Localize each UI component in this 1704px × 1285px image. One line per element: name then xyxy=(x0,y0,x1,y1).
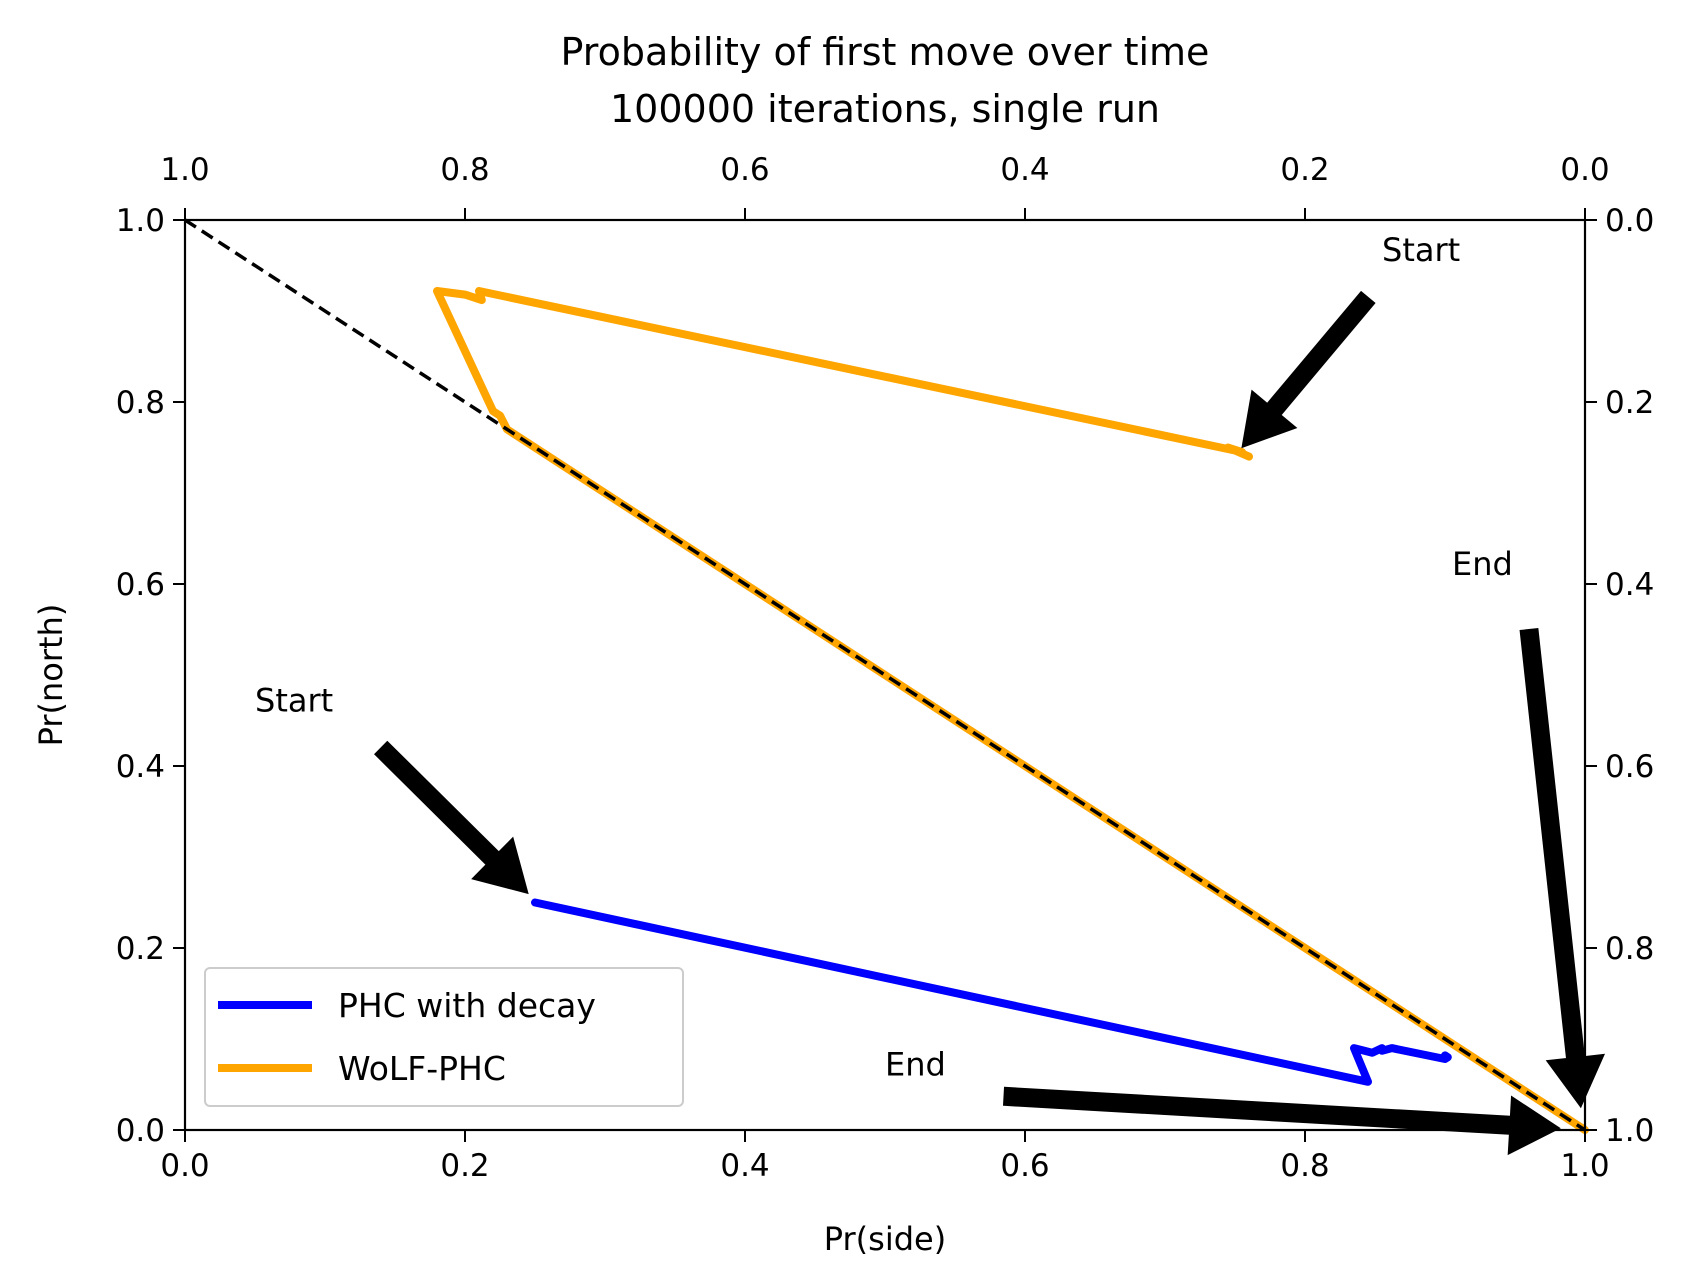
top-tick-label: 0.8 xyxy=(440,152,489,188)
y-tick-label: 1.0 xyxy=(116,203,165,239)
right-tick-label: 0.8 xyxy=(1605,931,1654,967)
axis-ticks: 0.0 1.0 0.0 1.0 0.2 0.8 0.2 0.8 0.4 0.6 0.4 0.6 0.6 0… xyxy=(116,152,1655,1184)
x-tick-label: 0.6 xyxy=(1000,1148,1049,1184)
annotation-text-start: Start xyxy=(1382,231,1460,269)
legend-label-wolf: WoLF-PHC xyxy=(338,1049,506,1088)
annotations: Start End Start End xyxy=(255,231,1606,1156)
annotation-arrow-start xyxy=(373,740,529,895)
annotation-text-start: Start xyxy=(255,681,333,719)
y-tick-label: 0.0 xyxy=(116,1113,165,1149)
legend: PHC with decay WoLF-PHC xyxy=(204,967,684,1107)
annotation-arrow-end xyxy=(1519,627,1606,1109)
right-tick-label: 1.0 xyxy=(1605,1113,1654,1149)
x-tick-label: 0.0 xyxy=(160,1148,209,1184)
x-tick-label: 1.0 xyxy=(1560,1148,1609,1184)
right-tick-label: 0.0 xyxy=(1605,203,1654,239)
x-tick-label: 0.8 xyxy=(1280,1148,1329,1184)
top-tick-label: 0.0 xyxy=(1560,152,1609,188)
right-tick-label: 0.2 xyxy=(1605,385,1654,421)
annotation-arrow-start xyxy=(1241,290,1376,449)
x-tick-label: 0.2 xyxy=(440,1148,489,1184)
legend-label-phc: PHC with decay xyxy=(338,986,596,1025)
x-axis-label: Pr(side) xyxy=(824,1220,946,1258)
reference-diagonal-line xyxy=(184,218,1586,1132)
top-tick-label: 0.4 xyxy=(1000,152,1049,188)
plot-frame xyxy=(183,218,1587,1132)
plot-marks xyxy=(184,218,1589,1134)
x-tick-label: 0.4 xyxy=(720,1148,769,1184)
right-tick-label: 0.4 xyxy=(1605,567,1654,603)
series-line-phc-with-decay xyxy=(531,898,1452,1086)
annotation-arrow-end xyxy=(1002,1086,1561,1156)
top-tick-label: 0.6 xyxy=(720,152,769,188)
top-tick-label: 0.2 xyxy=(1280,152,1329,188)
top-tick-label: 1.0 xyxy=(160,152,209,188)
legend-box xyxy=(204,967,684,1107)
y-axis-label: Pr(north) xyxy=(32,604,70,747)
y-tick-label: 0.8 xyxy=(116,385,165,421)
chart-subtitle: 100000 iterations, single run xyxy=(610,87,1160,131)
y-tick-label: 0.4 xyxy=(116,749,165,785)
right-tick-label: 0.6 xyxy=(1605,749,1654,785)
y-tick-label: 0.2 xyxy=(116,931,165,967)
annotation-text-end: End xyxy=(1452,545,1513,583)
annotation-text-end: End xyxy=(885,1045,946,1083)
y-tick-label: 0.6 xyxy=(116,567,165,603)
chart-title: Probability of first move over time xyxy=(561,30,1210,74)
